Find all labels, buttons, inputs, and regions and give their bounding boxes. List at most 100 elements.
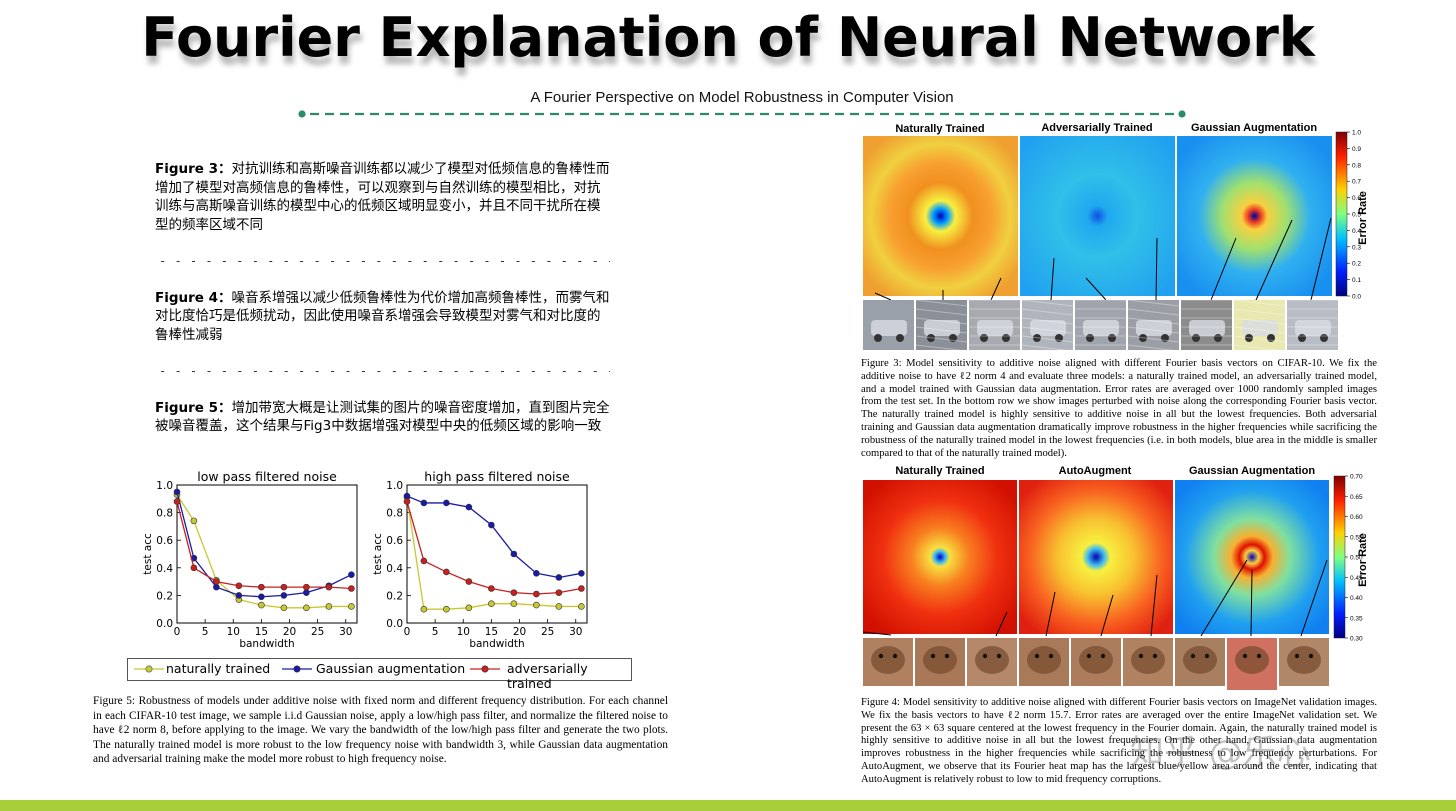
data-point	[173, 498, 181, 505]
data-point	[303, 604, 310, 612]
legend-label-gaussian-augmentation: Gaussian augmentation	[316, 661, 466, 676]
colorbar-tick-label: 0.1	[1352, 277, 1361, 284]
data-point	[348, 585, 355, 592]
x-tick-label: 30	[339, 626, 352, 638]
slide-subtitle: A Fourier Perspective on Model Robustnes…	[530, 89, 954, 106]
title-divider	[298, 110, 1186, 118]
colorbar-tick-label: 0.60	[1350, 514, 1363, 521]
data-point	[533, 590, 540, 598]
figure3-heatmaps: Naturally Trained Adversarially Trained …	[863, 122, 1369, 352]
figure4-panel-title: Naturally Trained	[895, 465, 984, 477]
data-point	[443, 568, 450, 576]
y-tick-label: 0.0	[386, 618, 403, 630]
x-tick-label: 10	[227, 626, 240, 638]
legend-marker-gaussian-augmentation	[282, 665, 312, 673]
y-tick-label: 1.0	[386, 480, 403, 492]
y-tick-label: 0.8	[156, 508, 173, 520]
slide-title: Fourier Explanation of Neural Network	[141, 6, 1315, 69]
data-point	[235, 582, 243, 590]
bottom-accent-bar	[0, 800, 1456, 811]
x-tick-label: 0	[174, 626, 181, 638]
x-tick-label: 5	[432, 626, 439, 638]
colorbar-tick-label: 0.8	[1352, 162, 1361, 169]
figure3-panel-title: Adversarially Trained	[1041, 122, 1152, 134]
plot-title: low pass filtered noise	[197, 469, 337, 484]
figure4-heatmaps: Naturally Trained AutoAugment Gaussian A…	[862, 465, 1369, 690]
y-tick-label: 0.8	[386, 508, 403, 520]
figure5-legend: naturally trained Gaussian augmentation …	[127, 658, 632, 691]
note-figure5: Figure 5：增加带宽大概是让测试集的图片的噪音密度增加，直到图片完全被噪音…	[155, 399, 610, 435]
data-point	[348, 603, 355, 610]
colorbar-tick-label: 0.9	[1352, 146, 1361, 153]
legend-label-adversarially-trained: adversarially trained	[507, 661, 588, 691]
note-figure3: Figure 3：对抗训练和高斯噪音训练都以减少了模型对低频信息的鲁棒性而增加了…	[155, 161, 610, 233]
x-tick-label: 25	[541, 626, 554, 638]
note-separator: - - - - - - - - - - - - - - - - - - - - …	[159, 254, 610, 268]
colorbar-tick-label: 0.40	[1350, 595, 1363, 602]
heatmap-gaussian-augmentation	[1177, 136, 1332, 296]
figure5-plots: low pass filtered noise 0 5 10 15 20 25 30 0.0 0.…	[142, 469, 588, 650]
legend-marker-naturally-trained	[134, 665, 164, 673]
data-point	[578, 603, 585, 610]
data-point	[510, 600, 518, 607]
data-point	[173, 488, 181, 496]
y-tick-label: 0.2	[386, 590, 403, 602]
figure3-thumbnails	[863, 299, 1338, 352]
heatmap-naturally-trained	[863, 480, 1017, 634]
data-point	[213, 583, 220, 591]
data-point	[420, 605, 428, 613]
data-point	[325, 603, 333, 610]
figure3-colorbar-label: Error Rate	[1357, 191, 1369, 245]
data-point	[578, 585, 585, 592]
data-point	[420, 499, 428, 507]
data-point	[578, 570, 585, 577]
x-tick-label: 15	[485, 626, 498, 638]
plot-title: high pass filtered noise	[424, 469, 570, 484]
colorbar-tick-label: 0.2	[1352, 261, 1361, 268]
data-point	[325, 583, 333, 591]
x-tick-label: 10	[457, 626, 470, 638]
figure4-panel-title: Gaussian Augmentation	[1189, 465, 1315, 477]
y-axis-label: test acc	[372, 533, 384, 575]
colorbar-tick-label: 0.0	[1352, 294, 1361, 301]
legend-marker-adversarially-trained	[470, 665, 500, 673]
plot-frame	[176, 484, 358, 624]
data-point	[348, 571, 355, 578]
data-point	[465, 503, 473, 511]
data-point	[258, 601, 265, 609]
data-point	[235, 592, 243, 599]
data-point	[258, 583, 265, 591]
data-point	[488, 521, 495, 529]
y-tick-label: 0.4	[386, 563, 403, 575]
y-tick-label: 0.2	[156, 590, 173, 602]
y-axis-label: test acc	[142, 533, 154, 575]
x-tick-label: 0	[404, 626, 411, 638]
x-axis-label: bandwidth	[239, 638, 294, 650]
colorbar-tick-label: 0.35	[1350, 615, 1363, 622]
figure3-colorbar-ticks: 1.0 0.9 0.8 0.7 0.6 0.5 0.4 0.3 0.2 0.1 0.0	[1347, 130, 1361, 301]
data-point	[465, 578, 473, 585]
figure5-caption: Figure 5: Robustness of models under add…	[93, 695, 668, 765]
data-point	[555, 603, 563, 610]
figure4-thumbnails	[863, 638, 1329, 690]
data-point	[280, 592, 288, 599]
data-point	[555, 574, 563, 581]
figure4-panel-title: AutoAugment	[1059, 465, 1132, 477]
data-point	[280, 583, 288, 591]
y-tick-label: 0.4	[156, 563, 173, 575]
data-point	[303, 589, 310, 596]
note-separator: - - - - - - - - - - - - - - - - - - - - …	[159, 364, 610, 378]
figure3-pointer-lines	[874, 217, 1332, 301]
y-tick-label: 0.6	[156, 535, 173, 547]
high-pass-plot: high pass filtered noise 0 5 10 15 20 25 30 0.0 0…	[372, 469, 588, 650]
y-tick-label: 1.0	[156, 480, 173, 492]
x-tick-label: 5	[202, 626, 209, 638]
data-point	[213, 578, 220, 585]
colorbar-tick-label: 0.45	[1350, 575, 1363, 582]
y-tick-label: 0.6	[386, 535, 403, 547]
figure3-panel-title: Gaussian Augmentation	[1191, 122, 1317, 134]
colorbar-tick-label: 0.70	[1350, 474, 1363, 481]
figure4-colorbar-label: Error Rate	[1357, 533, 1369, 587]
data-point	[443, 605, 450, 613]
colorbar-tick-label: 0.5	[1352, 212, 1361, 219]
